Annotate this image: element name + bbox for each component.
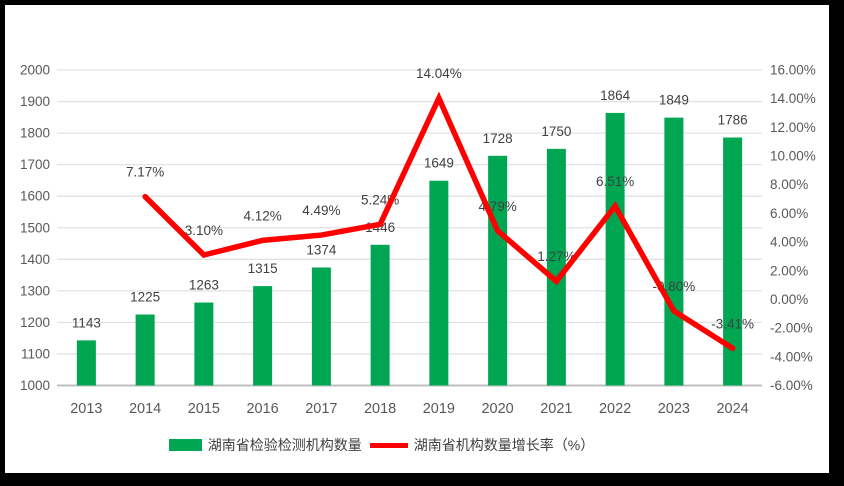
y-axis-right-tick: -2.00% xyxy=(770,321,813,336)
bar-value-label: 1728 xyxy=(483,131,513,146)
bar-2020 xyxy=(488,155,508,386)
bar-2022 xyxy=(605,112,625,386)
bar-series-label: 湖南省检验检测机构数量 xyxy=(207,437,362,453)
legend: 湖南省检验检测机构数量 湖南省机构数量增长率（%） xyxy=(29,433,734,457)
bar-2015 xyxy=(194,302,214,386)
bar-2024 xyxy=(723,137,743,386)
y-axis-left-tick: 1700 xyxy=(20,157,50,172)
bar-value-label: 1315 xyxy=(248,261,278,276)
bar-value-label: 1849 xyxy=(659,93,689,108)
legend-item-line: 湖南省机构数量增长率（%） xyxy=(369,435,595,455)
x-axis-tick: 2023 xyxy=(658,401,690,417)
x-axis-tick: 2017 xyxy=(305,401,337,417)
x-axis-tick: 2018 xyxy=(364,401,396,417)
y-axis-right-tick: 14.00% xyxy=(770,91,816,106)
y-axis-right-tick: 0.00% xyxy=(770,292,808,307)
bar-2016 xyxy=(253,286,273,386)
line-series-label: 湖南省机构数量增长率（%） xyxy=(413,437,595,453)
x-axis-tick: 2016 xyxy=(246,401,278,417)
y-axis-right-tick: 6.00% xyxy=(770,206,808,221)
line-value-label: 6.51% xyxy=(596,174,634,189)
x-axis-tick: 2014 xyxy=(129,401,161,417)
bar-2021 xyxy=(546,148,566,386)
x-axis-tick: 2021 xyxy=(540,401,572,417)
x-axis-tick: 2020 xyxy=(481,401,513,417)
bar-value-label: 1864 xyxy=(600,88,631,103)
bar-value-label: 1649 xyxy=(424,156,454,171)
bar-value-label: 1750 xyxy=(541,124,571,139)
x-axis-tick: 2024 xyxy=(716,401,748,417)
growth-rate-line xyxy=(142,91,736,352)
bar-2013 xyxy=(76,340,96,386)
x-axis-tick: 2022 xyxy=(599,401,631,417)
bar-2023 xyxy=(664,117,684,386)
x-axis-tick: 2015 xyxy=(188,401,220,417)
line-value-label: 1.27% xyxy=(537,249,575,264)
y-axis-right-tick: 12.00% xyxy=(770,120,816,135)
y-axis-right-tick: 16.00% xyxy=(770,63,816,78)
line-value-label: 14.04% xyxy=(416,66,462,81)
y-axis-right-tick: 10.00% xyxy=(770,149,816,164)
bar-value-label: 1786 xyxy=(718,113,748,128)
y-axis-left-tick: 1300 xyxy=(20,283,50,298)
bar-value-label: 1143 xyxy=(72,315,101,330)
y-axis-left-tick: 1100 xyxy=(21,346,50,361)
line-value-label: 7.17% xyxy=(126,165,164,180)
bar-2018 xyxy=(370,244,390,386)
line-value-label: 4.49% xyxy=(302,203,340,218)
bar-2014 xyxy=(135,314,155,386)
y-axis-right-tick: -6.00% xyxy=(770,378,813,393)
y-axis-right-tick: -4.00% xyxy=(770,349,813,364)
line-series-swatch-icon xyxy=(369,442,408,448)
legend-item-bars: 湖南省检验检测机构数量 xyxy=(168,435,362,455)
y-axis-left-tick: 1800 xyxy=(20,126,50,141)
y-axis-left-tick: 1000 xyxy=(20,378,50,393)
bar-2017 xyxy=(311,267,331,386)
y-axis-right-tick: 4.00% xyxy=(770,235,808,250)
plot-background xyxy=(5,5,829,473)
y-axis-right-tick: 2.00% xyxy=(770,263,808,278)
y-axis-left-tick: 2000 xyxy=(20,63,50,78)
bar-value-label: 1263 xyxy=(189,278,219,293)
x-axis-tick: 2013 xyxy=(70,401,102,417)
line-value-label: 3.10% xyxy=(185,223,223,238)
y-axis-left-tick: 1400 xyxy=(20,252,50,267)
y-axis-left-tick: 1200 xyxy=(20,315,50,330)
bar-value-label: 1374 xyxy=(306,243,337,258)
y-axis-right-tick: 8.00% xyxy=(770,177,808,192)
y-axis-left-tick: 1600 xyxy=(20,189,50,204)
bar-value-label: 1225 xyxy=(130,290,160,305)
line-value-label: 4.12% xyxy=(243,208,281,223)
bar-2019 xyxy=(429,180,449,386)
y-axis-left-tick: 1500 xyxy=(20,220,50,235)
bar-series-swatch-icon xyxy=(168,439,202,451)
line-value-label: -3.41% xyxy=(711,316,754,331)
y-axis-left-tick: 1900 xyxy=(20,94,50,109)
x-axis-tick: 2019 xyxy=(423,401,455,417)
